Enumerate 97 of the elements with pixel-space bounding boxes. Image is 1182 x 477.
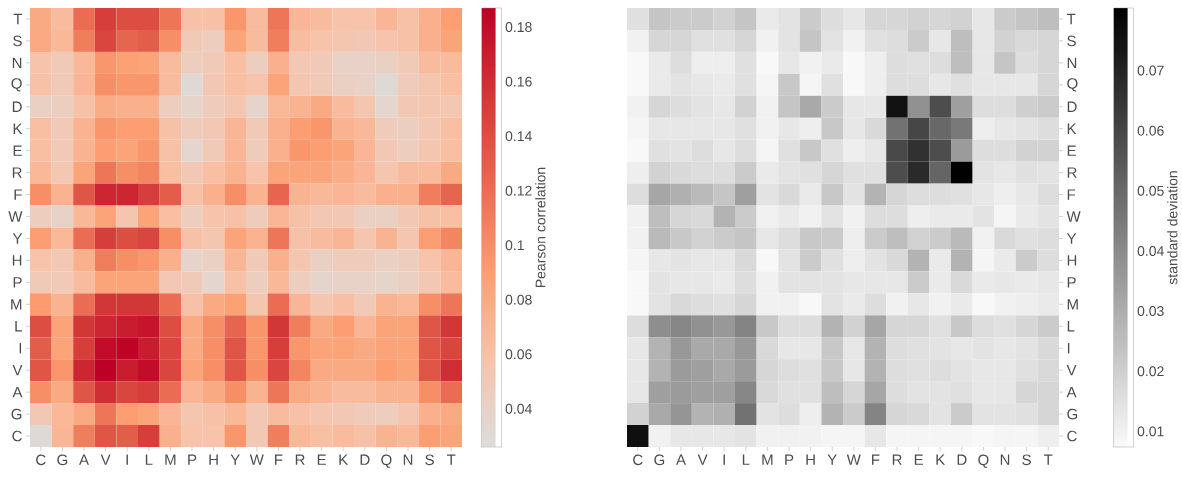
y-tick-label: T xyxy=(1066,13,1076,25)
x-tick-label: G xyxy=(57,454,68,466)
color-bar-label: 0.07 xyxy=(1137,65,1164,76)
y-tick-label: P xyxy=(1067,277,1076,288)
y-tick-label: G xyxy=(1067,408,1078,420)
color-bar-label: 0.02 xyxy=(1137,366,1164,377)
x-tick-label: M xyxy=(165,454,176,465)
y-tick-label: F xyxy=(14,189,22,200)
color-bar-label: 0.01 xyxy=(1137,426,1164,437)
y-tick-label: R xyxy=(12,167,22,178)
y-tick-label: I xyxy=(19,343,22,354)
x-tick-label: H xyxy=(209,454,218,465)
x-tick-label: D xyxy=(957,454,967,465)
y-tick-label: K xyxy=(1067,123,1077,134)
y-tick-label: N xyxy=(12,57,22,69)
y-tick-label: M xyxy=(11,299,22,310)
x-tick-label: Q xyxy=(381,454,392,468)
x-tick-label: Y xyxy=(827,454,837,465)
x-tick-label: V xyxy=(697,454,708,465)
x-tick-label: Y xyxy=(230,454,240,465)
y-tick-label: E xyxy=(1067,145,1076,156)
y-tick-label: Q xyxy=(11,78,22,92)
x-tick-label: N xyxy=(403,454,413,465)
color-bar-label: 0.06 xyxy=(505,349,532,360)
x-tick-label: N xyxy=(1000,454,1010,465)
color-bar-label: 0.06 xyxy=(1137,125,1164,136)
x-tick-label: Q xyxy=(978,454,989,468)
x-tick-label: P xyxy=(188,454,197,465)
color-bar-label: 0.08 xyxy=(505,294,532,305)
y-tick-label: Y xyxy=(12,233,23,244)
x-tick-label: L xyxy=(145,454,153,465)
color-bar-title: standard deviation xyxy=(1167,171,1178,285)
x-tick-label: K xyxy=(339,454,349,465)
color-bar-label: 0.04 xyxy=(1137,245,1164,256)
color-bar-label: 0.04 xyxy=(505,403,532,414)
x-tick-label: M xyxy=(762,454,773,465)
y-tick-label: M xyxy=(1067,299,1078,310)
x-tick-label: H xyxy=(806,454,815,465)
y-tick-label: N xyxy=(1067,57,1077,69)
x-tick-label: C xyxy=(633,454,643,466)
y-tick-label: S xyxy=(1067,35,1076,47)
color-bar-label: 0.16 xyxy=(505,76,532,87)
y-tick-label: A xyxy=(12,386,23,398)
y-tick-label: H xyxy=(12,255,22,266)
y-tick-label: Y xyxy=(1066,233,1077,244)
x-tick-label: C xyxy=(36,454,46,466)
y-tick-label: C xyxy=(12,430,22,442)
x-tick-label: I xyxy=(723,454,725,465)
y-tick-label: D xyxy=(1067,101,1077,112)
x-tick-label: W xyxy=(846,454,861,465)
x-tick-label: E xyxy=(317,454,326,465)
x-tick-label: I xyxy=(126,454,128,465)
x-tick-label: G xyxy=(654,454,665,466)
x-tick-label: W xyxy=(249,454,264,465)
y-tick-label: F xyxy=(1067,189,1076,200)
color-bar-label: 0.12 xyxy=(505,185,532,196)
x-tick-label: E xyxy=(914,454,923,465)
y-tick-label: R xyxy=(1067,167,1077,178)
x-tick-label: F xyxy=(872,454,880,465)
y-tick-label: D xyxy=(12,101,22,112)
color-bar-title: Pearson correlation xyxy=(535,167,546,288)
x-tick-label: R xyxy=(295,454,305,465)
x-tick-label: A xyxy=(676,454,686,465)
x-tick-label: T xyxy=(1043,454,1053,465)
y-tick-label: V xyxy=(12,365,23,376)
y-tick-label: G xyxy=(11,408,22,420)
x-tick-label: R xyxy=(892,454,902,465)
y-tick-label: C xyxy=(1067,430,1077,442)
y-tick-label: W xyxy=(1066,211,1081,222)
y-tick-label: Q xyxy=(1067,78,1078,92)
y-tick-label: W xyxy=(8,211,23,222)
x-tick-label: V xyxy=(100,454,111,465)
y-tick-label: L xyxy=(15,321,22,332)
x-tick-label: P xyxy=(785,454,794,465)
x-tick-label: L xyxy=(742,454,750,465)
y-tick-label: I xyxy=(1067,343,1070,354)
y-tick-label: E xyxy=(13,145,22,156)
color-bar-label: 0.05 xyxy=(1137,185,1164,196)
x-tick-label: D xyxy=(360,454,370,465)
color-bar-label: 0.1 xyxy=(505,240,524,251)
x-tick-label: A xyxy=(79,454,89,465)
y-tick-label: P xyxy=(13,277,22,288)
x-tick-label: T xyxy=(446,454,456,465)
x-tick-label: S xyxy=(1022,454,1031,466)
color-bar-label: 0.18 xyxy=(505,22,532,33)
y-tick-label: V xyxy=(1066,365,1077,376)
y-tick-label: H xyxy=(1067,255,1077,266)
y-tick-label: S xyxy=(13,35,22,47)
y-tick-label: A xyxy=(1066,386,1077,398)
color-bar-label: 0.14 xyxy=(505,131,532,142)
x-tick-label: S xyxy=(425,454,434,466)
y-tick-label: T xyxy=(13,13,23,25)
x-tick-label: K xyxy=(936,454,946,465)
color-bar-label: 0.03 xyxy=(1137,306,1164,317)
y-tick-label: L xyxy=(1067,321,1075,332)
x-tick-label: F xyxy=(275,454,283,465)
y-tick-label: K xyxy=(13,123,23,134)
